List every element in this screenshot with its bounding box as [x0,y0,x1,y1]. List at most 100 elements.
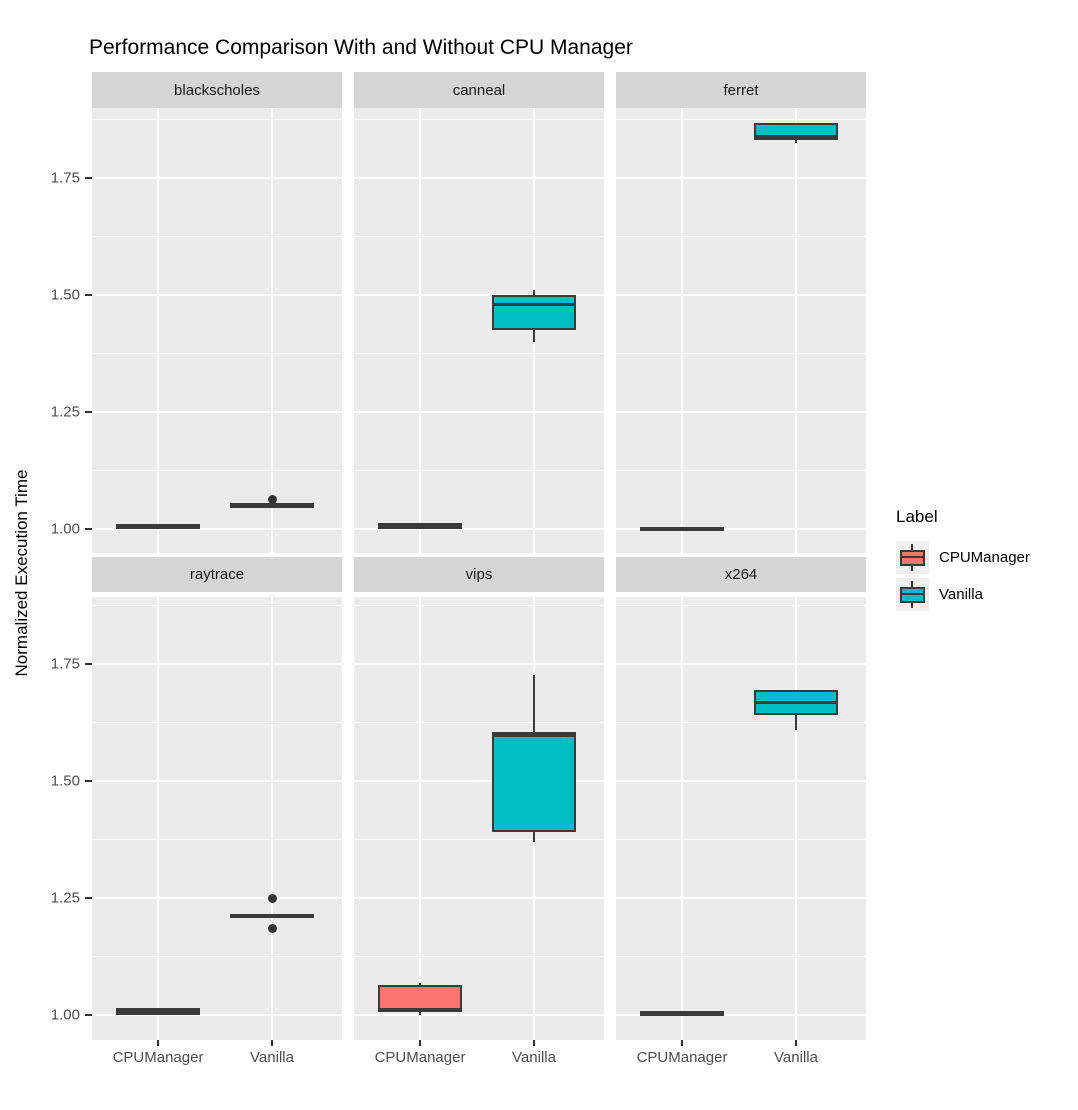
gridline-major [92,1014,342,1016]
median-canneal-CPUManager [380,524,460,528]
y-tick [85,780,92,782]
gridline-major [616,411,866,413]
legend-item-label: Vanilla [939,586,983,603]
median-x264-Vanilla [756,701,836,705]
x-tick [419,1040,421,1046]
gridline-major [616,528,866,530]
gridline-vertical [681,108,683,553]
y-axis-title: Normalized Execution Time [12,469,31,677]
gridline-minor [354,236,604,237]
y-tick-label: 1.50 [50,286,80,304]
y-tick-label: 1.75 [50,169,80,187]
y-tick-label: 1.50 [50,772,80,790]
gridline-vertical [157,597,159,1040]
legend-key-median [900,556,925,558]
y-tick-label: 1.75 [50,655,80,673]
gridline-major [354,1014,604,1016]
gridline-minor [354,722,604,723]
gridline-minor [616,353,866,354]
gridline-major [616,294,866,296]
median-raytrace-CPUManager [118,1009,198,1013]
gridline-minor [354,956,604,957]
legend-key-box [900,550,925,566]
gridline-minor [354,839,604,840]
lower-whisker [419,1012,421,1015]
gridline-major [616,780,866,782]
facet-strip-blackscholes: blackscholes [92,72,342,108]
x-tick [533,1040,535,1046]
gridline-major [616,897,866,899]
gridline-minor [92,839,342,840]
gridline-vertical [681,597,683,1040]
box-vips-CPUManager [378,985,462,1013]
gridline-major [92,177,342,179]
y-tick [85,1014,92,1016]
x-tick-label: CPUManager [112,1049,204,1066]
gridline-minor [354,119,604,120]
gridline-minor [92,470,342,471]
gridline-major [92,294,342,296]
gridline-vertical [795,108,797,553]
gridline-major [92,897,342,899]
facet-strip-ferret: ferret [616,72,866,108]
legend-items: CPUManager Vanilla [896,541,1030,611]
legend: Label CPUManager Vanilla [896,507,1030,615]
gridline-major [354,411,604,413]
gridline-minor [616,470,866,471]
gridline-vertical [271,108,273,553]
lower-whisker [795,715,797,730]
x-tick [157,1040,159,1046]
x-tick [271,1040,273,1046]
facet-strip-vips: vips [354,557,604,592]
x-tick [681,1040,683,1046]
outlier-point [267,893,277,903]
legend-item-label: CPUManager [939,549,1030,566]
gridline-major [354,780,604,782]
facet-panel-blackscholes [92,108,342,553]
y-tick [85,663,92,665]
gridline-major [354,663,604,665]
median-vips-Vanilla [494,733,574,737]
gridline-minor [616,119,866,120]
facet-panel-raytrace [92,597,342,1040]
gridline-major [354,294,604,296]
facet-strip-raytrace: raytrace [92,557,342,592]
median-vips-CPUManager [380,1007,460,1011]
x-tick-label: CPUManager [636,1049,728,1066]
y-tick [85,411,92,413]
facet-panel-vips [354,597,604,1040]
y-tick [85,528,92,530]
upper-whisker [533,290,535,295]
gridline-minor [616,236,866,237]
y-tick-label: 1.00 [50,520,80,538]
median-x264-CPUManager [642,1011,722,1015]
y-tick-label: 1.25 [50,889,80,907]
gridline-minor [616,956,866,957]
gridline-major [92,663,342,665]
gridline-major [92,411,342,413]
gridline-minor [92,605,342,606]
facet-panel-ferret [616,108,866,553]
gridline-minor [354,605,604,606]
median-blackscholes-CPUManager [118,524,198,528]
y-tick [85,897,92,899]
legend-key-boxplot-icon [896,578,929,611]
x-tick [795,1040,797,1046]
gridline-major [616,663,866,665]
y-tick [85,294,92,296]
gridline-vertical [271,597,273,1040]
gridline-vertical [419,597,421,1040]
median-canneal-Vanilla [494,302,574,306]
x-tick-label: Vanilla [512,1049,556,1066]
legend-title: Label [896,507,938,526]
facet-strip-x264: x264 [616,557,866,592]
gridline-minor [354,470,604,471]
gridline-major [354,528,604,530]
legend-key-boxplot-icon [896,541,929,574]
legend-key-box [900,587,925,603]
gridline-minor [92,353,342,354]
gridline-major [354,897,604,899]
lower-whisker [533,330,535,342]
gridline-major [92,780,342,782]
y-tick-label: 1.25 [50,403,80,421]
